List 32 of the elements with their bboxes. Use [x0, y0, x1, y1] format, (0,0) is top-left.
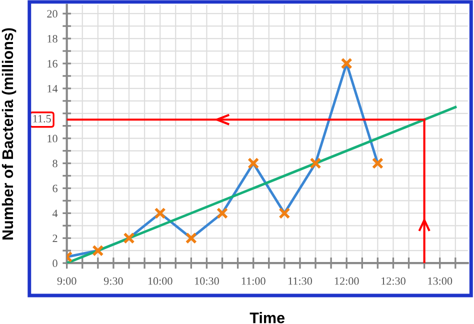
ref-line-label: 11.5	[33, 114, 51, 122]
x-tick-label: 13:00	[428, 277, 452, 285]
y-tick-label: 8	[52, 160, 58, 168]
y-tick-label: 16	[48, 60, 58, 68]
y-tick-label: 4	[52, 210, 58, 218]
y-tick-label: 10	[48, 134, 58, 142]
x-tick-label: 9:00	[57, 277, 76, 285]
point	[310, 158, 322, 170]
x-tick-label: 12:30	[382, 277, 406, 285]
y-axis-title: Number of Bacteria (millions)	[2, 28, 16, 240]
x-tick-label: 11:30	[288, 277, 312, 285]
y-tick-label: 0	[52, 260, 58, 268]
point	[372, 158, 384, 170]
y-tick-label: 14	[48, 84, 58, 92]
x-tick-label: 11:00	[242, 277, 266, 285]
y-tick-label: 2	[52, 234, 58, 242]
y-tick-label: 18	[48, 35, 58, 43]
x-tick-label: 10:30	[195, 277, 219, 285]
point	[340, 58, 352, 70]
x-tick-label: 12:00	[334, 277, 359, 285]
point	[216, 207, 228, 219]
point	[92, 244, 104, 256]
point	[185, 232, 197, 244]
point	[154, 207, 166, 219]
x-axis-title: Time	[250, 312, 285, 324]
x-tick-label: 9:30	[104, 277, 123, 285]
point	[123, 232, 135, 244]
x-tick-label: 10:00	[148, 277, 172, 285]
y-tick-label: 6	[52, 184, 58, 192]
y-tick-label: 20	[47, 10, 58, 18]
point	[248, 158, 260, 170]
point	[278, 207, 290, 219]
